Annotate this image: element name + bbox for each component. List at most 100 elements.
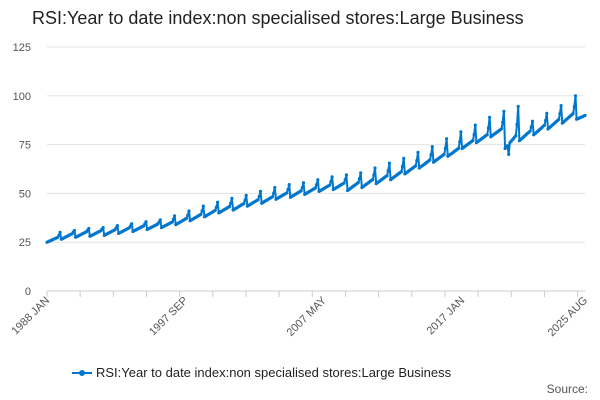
data-point[interactable]	[416, 150, 420, 154]
data-point[interactable]	[530, 119, 535, 123]
data-point[interactable]	[329, 180, 333, 184]
data-point[interactable]	[200, 209, 204, 213]
data-point[interactable]	[572, 105, 576, 109]
data-point[interactable]	[415, 159, 419, 163]
data-point[interactable]	[373, 166, 377, 170]
data-point[interactable]	[442, 152, 446, 156]
data-point[interactable]	[402, 156, 406, 160]
data-point[interactable]	[243, 198, 247, 202]
data-point[interactable]	[158, 218, 162, 222]
data-point[interactable]	[330, 175, 334, 179]
data-point[interactable]	[414, 164, 418, 168]
data-point[interactable]	[301, 181, 306, 185]
data-point[interactable]	[485, 133, 489, 137]
data-point[interactable]	[507, 152, 511, 156]
data-point[interactable]	[227, 204, 232, 209]
data-point[interactable]	[372, 173, 376, 177]
data-point[interactable]	[170, 220, 174, 224]
data-point[interactable]	[213, 208, 217, 212]
data-point[interactable]	[473, 123, 477, 127]
data-point[interactable]	[542, 123, 547, 127]
data-point[interactable]	[528, 129, 532, 133]
data-point[interactable]	[385, 174, 389, 178]
data-point[interactable]	[443, 146, 447, 150]
data-point[interactable]	[573, 94, 578, 98]
data-point[interactable]	[273, 185, 277, 190]
data-point[interactable]	[272, 191, 276, 195]
data-point[interactable]	[299, 189, 303, 193]
data-point[interactable]	[328, 183, 332, 187]
data-point[interactable]	[387, 161, 391, 165]
data-point[interactable]	[356, 180, 360, 185]
data-point[interactable]	[515, 123, 519, 127]
data-point[interactable]	[357, 177, 362, 181]
data-point[interactable]	[559, 104, 563, 108]
legend[interactable]: RSI:Year to date index:non specialised s…	[72, 365, 451, 380]
data-point[interactable]	[57, 233, 61, 237]
data-point[interactable]	[242, 202, 246, 206]
data-point[interactable]	[300, 186, 304, 190]
data-point[interactable]	[185, 216, 189, 220]
data-point[interactable]	[571, 111, 575, 116]
data-point[interactable]	[545, 111, 549, 115]
data-point[interactable]	[130, 222, 134, 226]
data-point[interactable]	[459, 130, 463, 134]
data-point[interactable]	[101, 226, 105, 230]
data-point[interactable]	[488, 115, 492, 119]
data-point[interactable]	[516, 104, 520, 109]
data-point[interactable]	[514, 134, 518, 138]
data-point[interactable]	[505, 144, 510, 148]
data-point[interactable]	[445, 137, 449, 141]
data-point[interactable]	[256, 198, 260, 202]
data-point[interactable]	[313, 186, 317, 190]
data-point[interactable]	[501, 120, 505, 124]
data-point[interactable]	[430, 145, 434, 149]
data-point[interactable]	[529, 125, 533, 129]
data-point[interactable]	[371, 178, 375, 182]
data-point[interactable]	[359, 171, 363, 175]
data-point[interactable]	[557, 117, 561, 121]
data-point[interactable]	[344, 173, 348, 177]
data-point[interactable]	[429, 153, 433, 157]
data-point[interactable]	[257, 194, 261, 198]
data-point[interactable]	[199, 212, 203, 216]
data-point[interactable]	[343, 178, 347, 182]
data-point[interactable]	[214, 205, 218, 209]
data-point[interactable]	[87, 226, 91, 231]
data-point[interactable]	[558, 112, 562, 116]
data-point[interactable]	[285, 191, 289, 195]
data-point[interactable]	[72, 228, 76, 233]
data-point[interactable]	[316, 178, 320, 182]
data-point[interactable]	[186, 213, 190, 217]
data-point[interactable]	[386, 169, 390, 173]
data-point[interactable]	[286, 187, 290, 192]
data-point[interactable]	[173, 214, 177, 218]
data-point[interactable]	[287, 183, 291, 187]
data-point[interactable]	[399, 170, 403, 174]
data-point[interactable]	[458, 140, 462, 144]
data-point[interactable]	[471, 138, 475, 143]
data-point[interactable]	[258, 189, 263, 193]
data-point[interactable]	[457, 146, 461, 150]
data-point[interactable]	[230, 196, 234, 200]
data-point[interactable]	[229, 201, 233, 205]
data-point[interactable]	[315, 183, 319, 187]
data-point[interactable]	[499, 127, 504, 131]
data-point[interactable]	[502, 109, 506, 113]
data-point[interactable]	[144, 220, 148, 224]
data-point[interactable]	[115, 224, 119, 228]
data-point[interactable]	[544, 118, 548, 122]
data-point[interactable]	[201, 204, 205, 208]
data-point[interactable]	[428, 158, 432, 162]
data-point[interactable]	[486, 126, 490, 130]
data-point[interactable]	[58, 230, 62, 234]
data-point[interactable]	[270, 195, 275, 199]
data-point[interactable]	[216, 200, 220, 204]
data-point[interactable]	[342, 181, 346, 185]
data-point[interactable]	[400, 164, 405, 169]
data-point[interactable]	[171, 217, 175, 221]
data-point[interactable]	[472, 132, 476, 137]
data-point[interactable]	[187, 209, 191, 213]
data-point[interactable]	[244, 193, 248, 197]
data-point[interactable]	[583, 113, 587, 118]
